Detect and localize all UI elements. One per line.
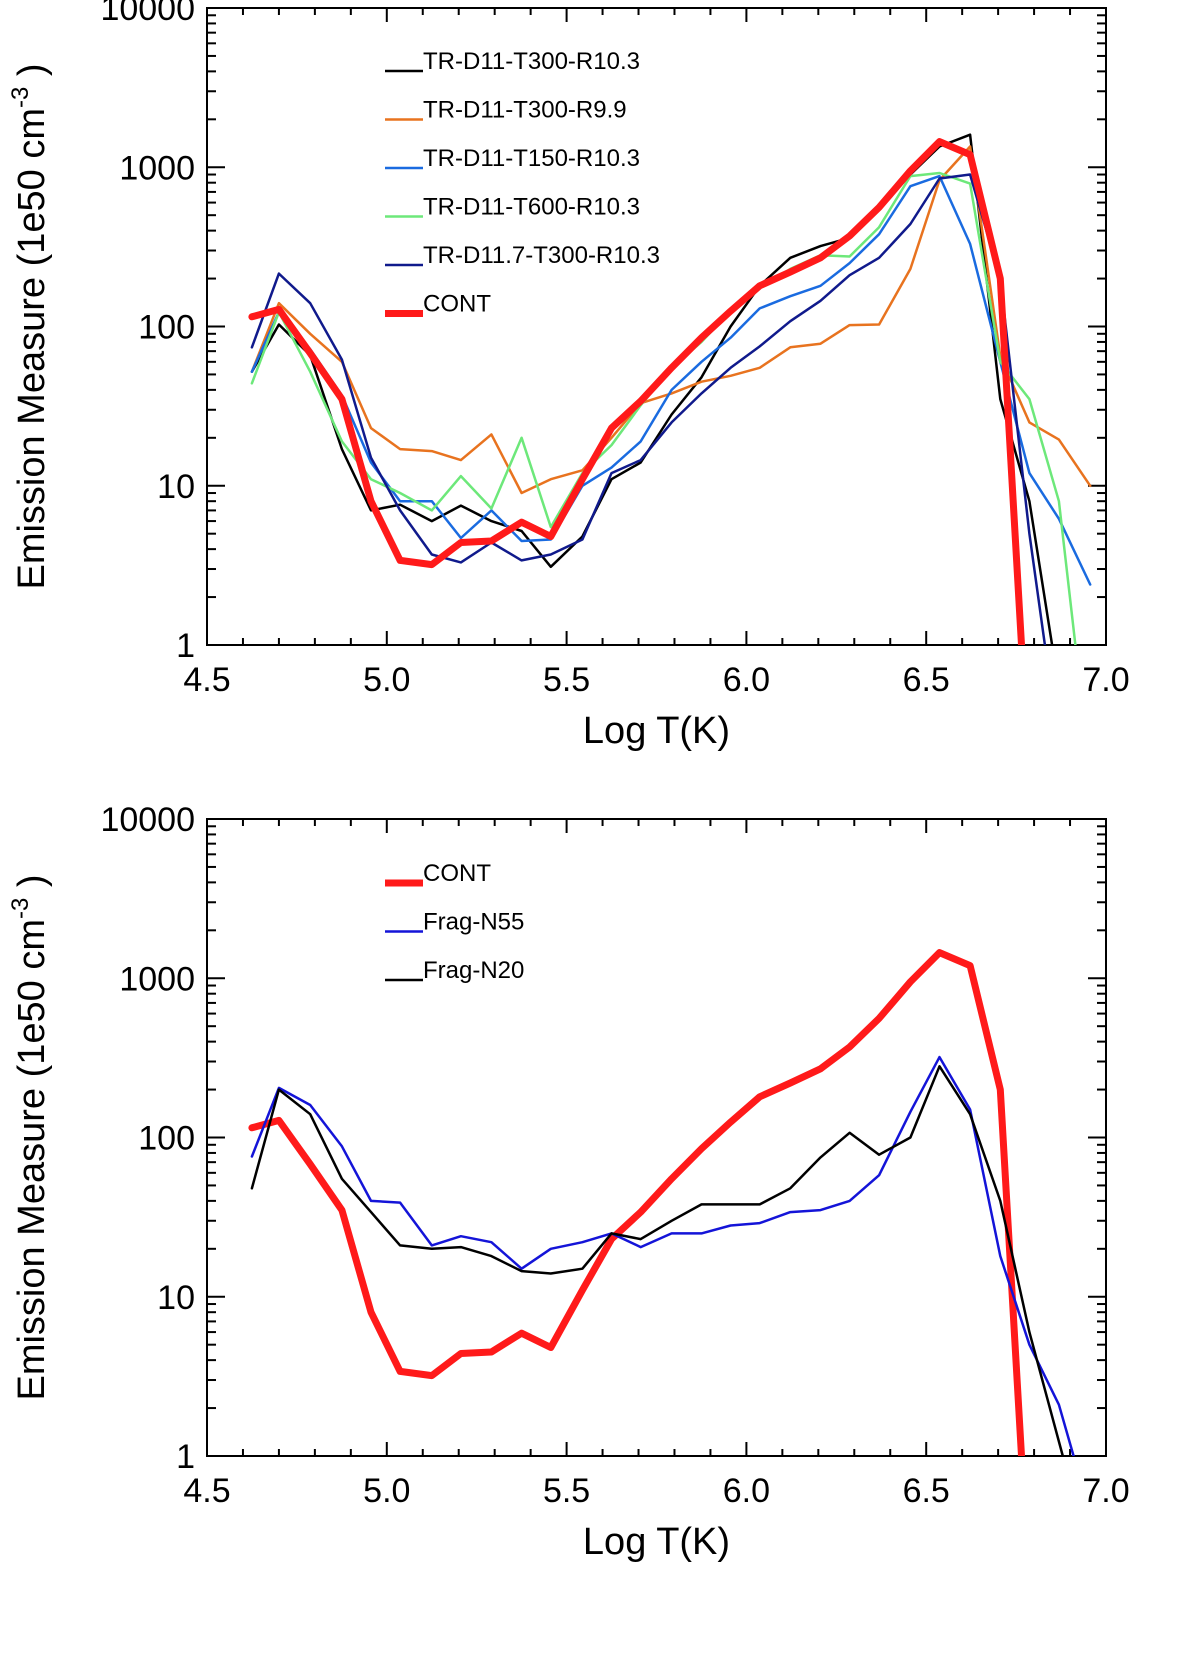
y-tick-label: 1 [176, 1438, 195, 1476]
legend-label: CONT [423, 860, 491, 887]
legend: TR-D11-T300-R10.3 TR-D11-T300-R9.9 TR-D11-… [385, 48, 660, 318]
legend-label: TR-D11.7-T300-R10.3 [423, 242, 660, 269]
y-tick-label: 100 [138, 1120, 195, 1158]
series-line-frag-n20 [250, 1065, 1065, 1456]
x-tick-label: 5.5 [543, 661, 590, 699]
series-line-cont [248, 138, 1025, 645]
y-tick-label: 100 [138, 309, 195, 347]
x-tick-label: 6.5 [903, 661, 950, 699]
y-tick-label: 10 [157, 1279, 195, 1317]
x-tick-label: 6.0 [723, 661, 770, 699]
x-tick-label: 6.5 [903, 1472, 950, 1510]
legend-label: Frag-N20 [423, 957, 524, 984]
legend: CONT Frag-N55 Frag-N20 [385, 860, 524, 984]
x-tick-label: 5.0 [363, 1472, 410, 1510]
series-line-frag-n55 [250, 1055, 1075, 1456]
series-line-tr-d11-7-t300-r10-3 [250, 173, 1047, 645]
y-tick-label: 1000 [119, 960, 195, 998]
legend-label: Frag-N55 [423, 909, 524, 936]
x-tick-label: 5.0 [363, 661, 410, 699]
bottom-panel: 4.5 5.0 5.5 6.0 6.5 7.0 1 10 100 1000 10000 Log T(K… [7, 801, 1130, 1563]
x-tick-label: 7.0 [1082, 661, 1129, 699]
legend-label: TR-D11-T300-R10.3 [423, 48, 640, 75]
x-tick-label: 6.0 [723, 1472, 770, 1510]
y-axis-label: Emission Measure (1e50 cm-3 ) [7, 874, 53, 1400]
legend-label: TR-D11-T150-R10.3 [423, 145, 640, 172]
y-tick-label: 10000 [100, 801, 195, 839]
y-tick-label: 10 [157, 468, 195, 506]
y-tick-label: 1000 [119, 149, 195, 187]
x-tick-label: 5.5 [543, 1472, 590, 1510]
x-axis-label: Log T(K) [583, 710, 730, 752]
series-line-tr-d11-t150-r10-3 [250, 174, 1092, 586]
x-axis-label: Log T(K) [583, 1521, 730, 1563]
y-tick-label: 1 [176, 627, 195, 665]
series-line-tr-d11-t600-r10-3 [250, 171, 1077, 645]
top-panel: 4.5 5.0 5.5 6.0 6.5 7.0 1 10 100 1000 10000 Log T(K… [7, 0, 1130, 752]
series-lines [248, 949, 1075, 1456]
plot-frame [206, 818, 1107, 1457]
y-tick-label: 10000 [100, 0, 195, 28]
x-tick-label: 4.5 [183, 661, 230, 699]
series-lines [248, 133, 1092, 645]
series-line-tr-d11-t300-r9-9 [250, 145, 1092, 495]
legend-label: CONT [423, 291, 491, 318]
legend-label: TR-D11-T600-R10.3 [423, 194, 640, 221]
x-tick-label: 4.5 [183, 1472, 230, 1510]
legend-label: TR-D11-T300-R9.9 [423, 97, 627, 124]
plot-frame [206, 7, 1107, 646]
x-tick-label: 7.0 [1082, 1472, 1129, 1510]
y-axis-label: Emission Measure (1e50 cm-3 ) [7, 63, 53, 589]
series-line-cont [248, 949, 1025, 1456]
